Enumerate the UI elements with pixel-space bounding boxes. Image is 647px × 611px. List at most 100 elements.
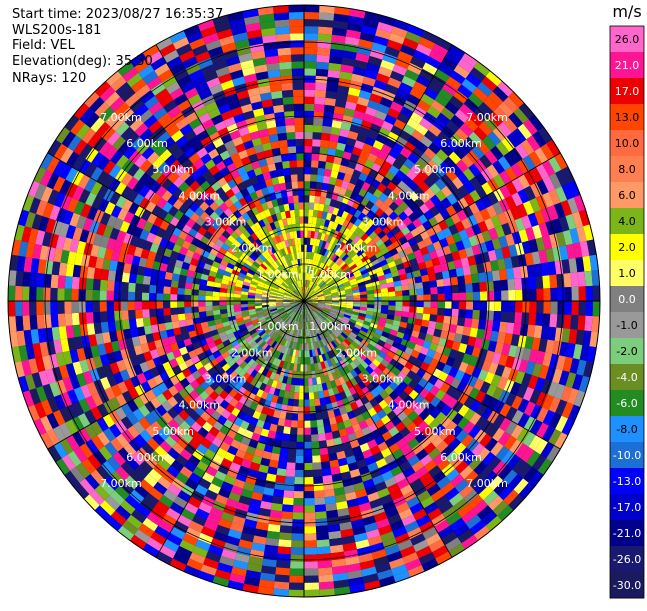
velocity-gate xyxy=(478,319,486,329)
velocity-gate xyxy=(464,318,472,328)
velocity-gate xyxy=(409,289,417,295)
velocity-gate xyxy=(107,311,115,322)
velocity-gate xyxy=(487,301,494,311)
velocity-gate xyxy=(304,209,309,216)
velocity-gate xyxy=(280,525,293,533)
velocity-gate xyxy=(315,83,327,91)
velocity-gate xyxy=(577,315,585,330)
velocity-gate xyxy=(276,34,290,42)
velocity-gate xyxy=(135,283,143,292)
velocity-gate xyxy=(122,319,130,329)
velocity-gate xyxy=(100,301,107,312)
velocity-gate xyxy=(274,581,289,589)
velocity-gate xyxy=(408,312,416,319)
velocity-gate xyxy=(107,291,114,301)
velocity-gate xyxy=(156,286,164,294)
velocity-gate xyxy=(163,301,170,308)
velocity-gate xyxy=(285,476,295,484)
velocity-gate xyxy=(309,203,315,210)
velocity-gate xyxy=(415,282,423,289)
velocity-gate xyxy=(44,314,52,328)
velocity-gate xyxy=(563,315,571,329)
velocity-gate xyxy=(293,195,299,203)
velocity-gate xyxy=(289,576,304,583)
velocity-gate xyxy=(121,301,128,311)
velocity-gate xyxy=(325,432,333,440)
velocity-gate xyxy=(316,532,329,540)
velocity-gate xyxy=(304,576,319,583)
velocity-gate xyxy=(417,301,424,307)
velocity-gate xyxy=(29,301,36,315)
velocity-gate xyxy=(184,295,191,301)
velocity-gate xyxy=(436,315,444,323)
velocity-gate xyxy=(65,276,73,289)
velocity-gate xyxy=(93,290,100,301)
velocity-gate xyxy=(304,526,316,533)
velocity-gate xyxy=(429,314,437,322)
velocity-gate xyxy=(273,105,284,113)
velocity-gate xyxy=(15,301,23,316)
velocity-gate xyxy=(205,301,212,306)
velocity-gate xyxy=(304,19,319,26)
velocity-gate xyxy=(296,449,304,456)
velocity-gate xyxy=(219,297,226,301)
velocity-gate xyxy=(94,322,102,334)
velocity-gate xyxy=(65,313,73,326)
velocity-gate xyxy=(486,311,494,321)
velocity-gate xyxy=(402,311,410,317)
velocity-gate xyxy=(275,119,285,127)
velocity-gate xyxy=(149,309,157,318)
velocity-gate xyxy=(315,405,322,413)
velocity-gate xyxy=(410,295,417,301)
velocity-gate xyxy=(304,97,315,104)
velocity-gate xyxy=(286,405,293,413)
velocity-gate xyxy=(570,315,578,330)
velocity-gate xyxy=(295,378,300,385)
velocity-gate xyxy=(94,268,102,280)
velocity-gate xyxy=(317,553,331,561)
velocity-gate xyxy=(292,413,299,421)
velocity-gate xyxy=(129,319,137,329)
velocity-gate xyxy=(304,364,308,371)
velocity-gate xyxy=(304,414,310,421)
velocity-gate xyxy=(451,309,459,318)
velocity-gate xyxy=(557,287,564,301)
velocity-gate xyxy=(457,317,465,326)
velocity-gate xyxy=(563,273,571,287)
velocity-gate xyxy=(296,442,304,449)
velocity-gate xyxy=(23,272,31,287)
velocity-gate xyxy=(435,322,443,330)
velocity-gate xyxy=(271,91,283,99)
velocity-gate xyxy=(556,274,564,288)
velocity-gate xyxy=(143,317,151,326)
velocity-gate xyxy=(437,286,445,294)
velocity-gate xyxy=(304,470,313,477)
velocity-gate xyxy=(299,400,305,407)
velocity-gate xyxy=(317,48,331,56)
velocity-gate xyxy=(283,490,294,498)
velocity-gate xyxy=(294,210,299,217)
velocity-gate xyxy=(293,498,304,505)
velocity-gate xyxy=(492,321,500,332)
velocity-gate xyxy=(191,289,199,295)
velocity-gate xyxy=(36,287,43,301)
velocity-gate xyxy=(115,271,123,282)
velocity-gate xyxy=(289,434,297,442)
velocity-gate xyxy=(304,590,320,597)
velocity-gate xyxy=(381,292,388,297)
velocity-gate xyxy=(304,540,317,547)
velocity-gate xyxy=(286,462,295,470)
velocity-gate xyxy=(317,539,330,547)
velocity-gate xyxy=(408,283,416,290)
velocity-gate xyxy=(290,167,297,175)
velocity-gate xyxy=(417,295,424,301)
velocity-gate xyxy=(291,547,304,554)
velocity-gate xyxy=(170,308,178,315)
velocity-gate xyxy=(402,285,410,291)
velocity-gate xyxy=(276,169,284,177)
velocity-gate xyxy=(192,283,200,290)
velocity-gate xyxy=(275,567,290,575)
velocity-gate xyxy=(304,400,310,407)
velocity-gate xyxy=(314,196,320,204)
velocity-gate xyxy=(396,301,403,306)
